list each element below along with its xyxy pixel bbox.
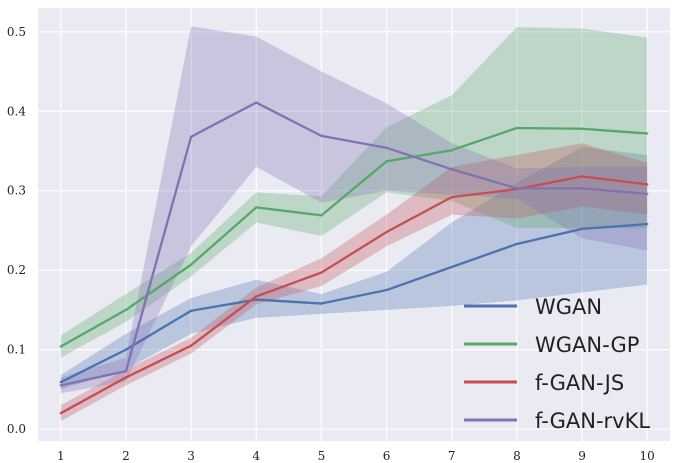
y-axis-ticks: 0.0 0.1 0.2 0.3 0.4 0.5 [7, 25, 26, 436]
data-point-wgan [124, 348, 128, 351]
x-tick-label: 1 [57, 449, 65, 463]
data-point-wgan-gp [645, 132, 649, 135]
band-f-gan-js [60, 143, 648, 422]
legend-label-f-gan-js: f-GAN-JS [535, 371, 624, 395]
y-tick-label: 0.2 [7, 263, 26, 277]
band-wgan [60, 147, 648, 390]
data-point-f-gan-rvkl [124, 369, 128, 373]
data-point-wgan-gp [59, 345, 63, 348]
series-line-f-gan-js [60, 175, 648, 415]
data-point-f-gan-js [189, 344, 193, 347]
legend-label-f-gan-rvkl: f-GAN-rvKL [535, 409, 650, 433]
data-point-f-gan-rvkl [385, 146, 388, 150]
series-lines [59, 101, 649, 415]
data-point-f-gan-rvkl [320, 134, 323, 138]
data-point-wgan [320, 302, 323, 305]
data-point-wgan [450, 265, 453, 269]
data-point-f-gan-js [385, 230, 388, 234]
data-point-wgan [385, 288, 388, 292]
data-point-f-gan-rvkl [515, 187, 519, 190]
x-tick-label: 4 [252, 449, 260, 463]
y-tick-label: 0.1 [7, 343, 26, 357]
series-line-wgan-gp [60, 126, 648, 348]
data-point-wgan-gp [124, 308, 128, 312]
data-point-wgan-gp [515, 126, 519, 130]
data-point-wgan-gp [189, 263, 193, 266]
data-point-wgan [580, 227, 584, 231]
data-point-f-gan-rvkl [255, 101, 258, 104]
data-point-f-gan-rvkl [450, 168, 453, 171]
x-tick-label: 7 [448, 449, 456, 463]
x-tick-label: 8 [513, 449, 521, 463]
legend-label-wgan-gp: WGAN-GP [535, 333, 639, 357]
data-point-f-gan-js [320, 271, 323, 274]
data-point-f-gan-rvkl [580, 187, 584, 190]
x-tick-label: 9 [578, 449, 586, 463]
data-point-f-gan-js [255, 295, 258, 298]
x-tick-label: 10 [640, 449, 655, 463]
data-point-f-gan-js [59, 411, 63, 415]
data-point-wgan-gp [320, 214, 323, 217]
band-f-gan-rvkl [60, 26, 648, 394]
y-tick-label: 0.0 [7, 422, 26, 436]
data-point-wgan-gp [580, 127, 584, 130]
confidence-bands [60, 26, 648, 422]
x-tick-label: 5 [318, 449, 326, 463]
data-point-f-gan-js [580, 175, 584, 178]
data-point-f-gan-js [450, 195, 453, 199]
y-tick-label: 0.4 [7, 104, 26, 118]
legend: WGAN WGAN-GP f-GAN-JS f-GAN-rvKL [464, 295, 650, 433]
data-point-wgan [59, 381, 63, 384]
data-point-wgan-gp [450, 149, 453, 152]
legend-label-wgan: WGAN [535, 295, 602, 319]
series-line-f-gan-rvkl [60, 101, 648, 387]
data-point-wgan [645, 222, 649, 226]
data-point-wgan-gp [255, 206, 258, 209]
x-tick-label: 6 [383, 449, 391, 463]
data-point-f-gan-rvkl [645, 192, 649, 196]
data-point-f-gan-rvkl [59, 384, 63, 387]
x-tick-label: 2 [122, 449, 130, 463]
data-point-wgan [255, 298, 258, 301]
x-tick-label: 3 [187, 449, 195, 463]
y-tick-label: 0.5 [7, 25, 26, 39]
series-line-wgan [60, 222, 648, 384]
data-point-f-gan-js [124, 376, 128, 379]
data-point-f-gan-rvkl [189, 135, 193, 138]
y-tick-label: 0.3 [7, 184, 26, 198]
data-point-wgan-gp [385, 160, 388, 163]
x-axis-ticks: 1 2 3 4 5 6 7 8 9 10 [57, 449, 655, 463]
data-point-wgan [189, 309, 193, 312]
data-point-wgan [515, 242, 519, 246]
band-wgan-gp [60, 27, 648, 358]
data-point-f-gan-js [645, 183, 649, 186]
